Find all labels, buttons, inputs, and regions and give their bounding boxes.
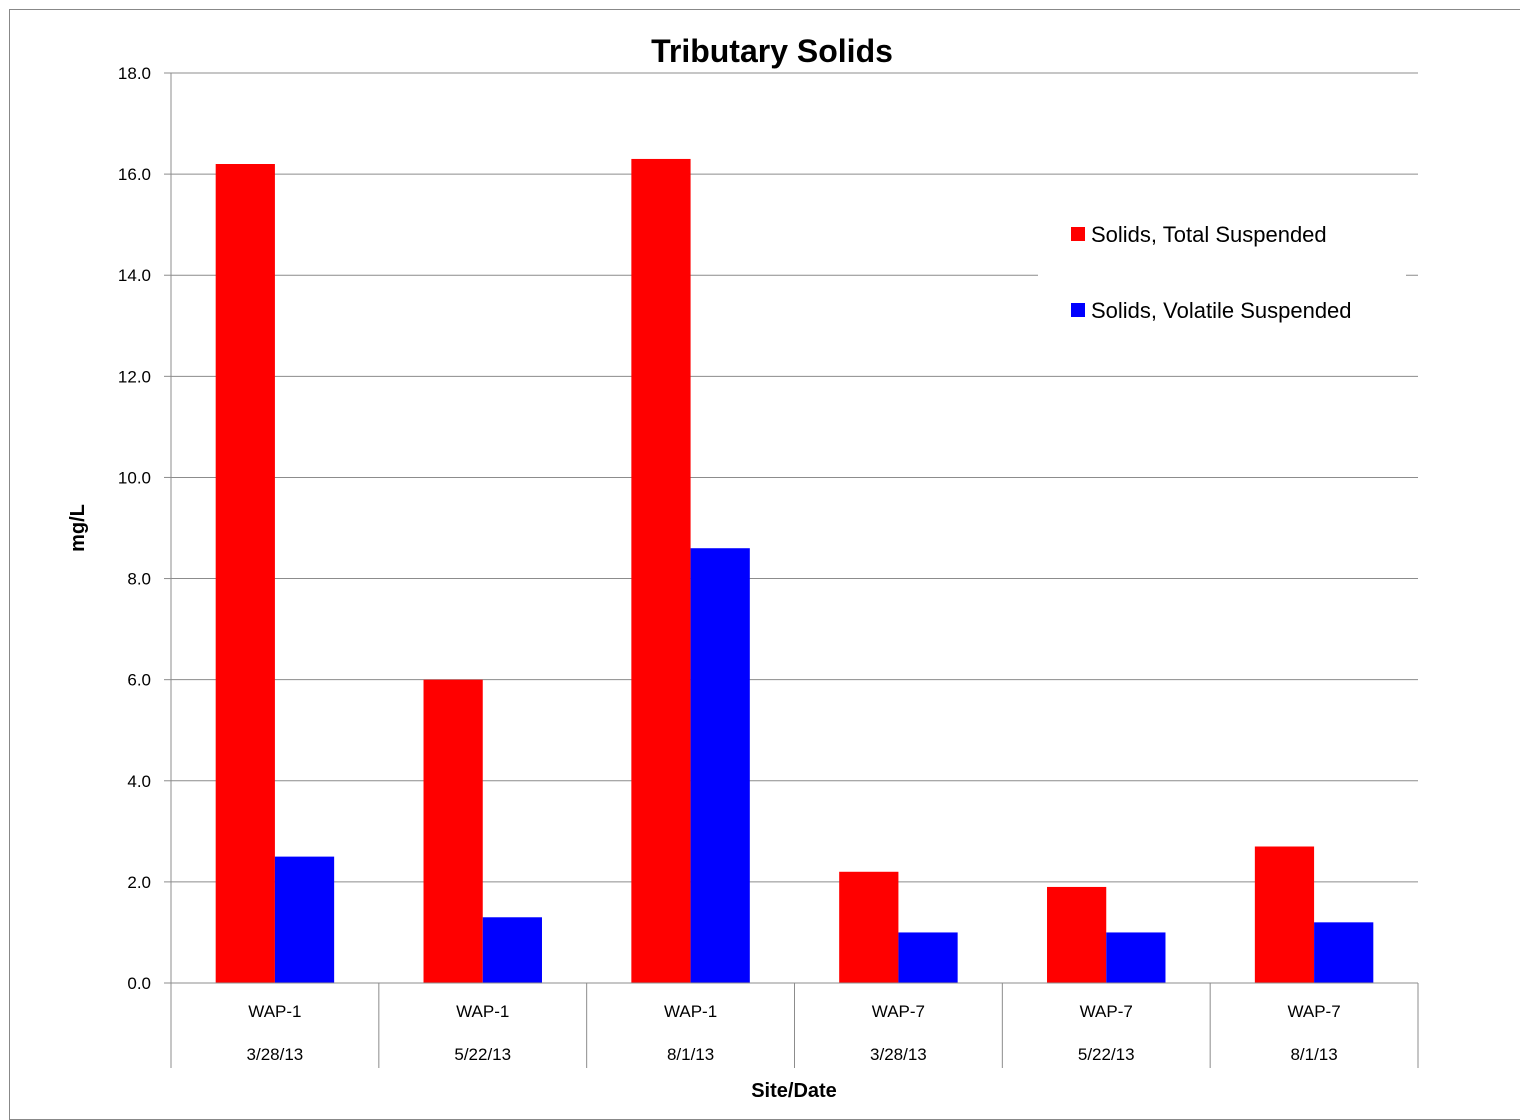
- x-tick-label-site: WAP-1: [248, 1002, 301, 1021]
- legend-entry: Solids, Volatile Suspended: [1091, 298, 1352, 323]
- bar: [1106, 932, 1166, 983]
- bar: [1314, 922, 1374, 983]
- y-axis-label: mg/L: [67, 504, 89, 552]
- y-tick-label: 4.0: [127, 772, 151, 791]
- y-tick-label: 8.0: [127, 570, 151, 589]
- chart-title: Tributary Solids: [651, 33, 893, 69]
- bars: [215, 158, 1374, 983]
- x-tick-label-site: WAP-7: [872, 1002, 925, 1021]
- bar: [898, 932, 958, 983]
- legend-background: [1038, 208, 1406, 332]
- x-tick-label-site: WAP-7: [1080, 1002, 1133, 1021]
- y-tick-label: 14.0: [118, 266, 151, 285]
- bar: [1254, 846, 1315, 983]
- x-tick-label-date: 3/28/13: [870, 1045, 927, 1064]
- y-tick-label: 2.0: [127, 873, 151, 892]
- x-tick-label-site: WAP-7: [1287, 1002, 1340, 1021]
- y-tick-label: 6.0: [127, 671, 151, 690]
- legend-swatch: [1071, 303, 1085, 317]
- legend-entry: Solids, Total Suspended: [1091, 222, 1327, 247]
- x-tick-label-site: WAP-1: [664, 1002, 717, 1021]
- bar: [690, 548, 750, 983]
- x-tick-label-date: 8/1/13: [667, 1045, 714, 1064]
- x-tick-label-site: WAP-1: [456, 1002, 509, 1021]
- x-axis-label: Site/Date: [751, 1080, 837, 1102]
- x-tick-label-date: 5/22/13: [1078, 1045, 1135, 1064]
- bar: [1047, 886, 1107, 983]
- y-tick-label: 10.0: [118, 468, 151, 487]
- x-tick-label-date: 3/28/13: [247, 1045, 304, 1064]
- x-tick-label-date: 5/22/13: [454, 1045, 511, 1064]
- legend: Solids, Total Suspended Solids, Volatile …: [1038, 208, 1406, 332]
- bar: [631, 158, 691, 983]
- bar: [423, 679, 483, 983]
- y-tick-label: 12.0: [118, 367, 151, 386]
- x-tick-label-date: 8/1/13: [1290, 1045, 1337, 1064]
- axes: 0.0 2.0 4.0 6.0 8.0 10.0 12.0 14.0 16.0 18.0 WAP-1…: [118, 64, 1419, 1068]
- y-tick-label: 16.0: [118, 165, 151, 184]
- bar: [839, 871, 899, 983]
- y-tick-label: 18.0: [118, 64, 151, 83]
- legend-swatch: [1071, 227, 1085, 241]
- bar: [215, 164, 275, 983]
- y-tick-label: 0.0: [127, 974, 151, 993]
- bar: [482, 917, 542, 983]
- gridlines: [171, 72, 1418, 883]
- bar: [274, 856, 335, 983]
